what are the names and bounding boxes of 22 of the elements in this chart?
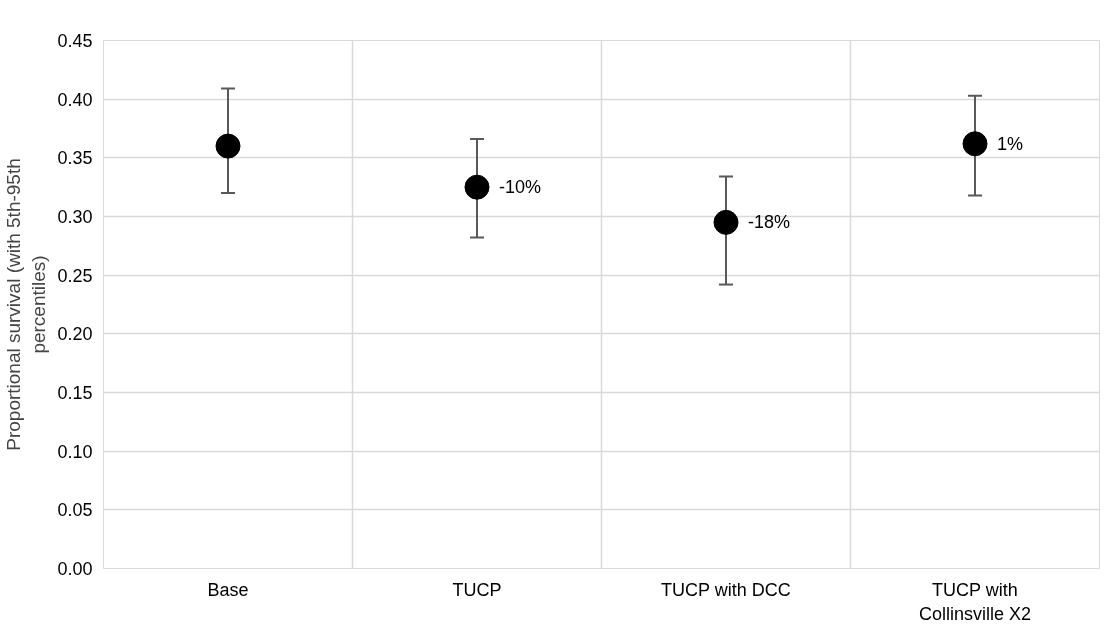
annotation: 1% bbox=[997, 133, 1024, 154]
point bbox=[713, 209, 739, 235]
y-tick-label: 0.30 bbox=[57, 207, 93, 227]
annotation: -10% bbox=[499, 177, 542, 198]
x-tick-label: Base bbox=[207, 579, 249, 600]
y-tick-label: 0.45 bbox=[57, 31, 93, 51]
point bbox=[215, 133, 241, 159]
x-tick-label: TUCP with Collinsville X2 bbox=[918, 579, 1032, 624]
y-tick-label: 0.25 bbox=[57, 265, 93, 286]
point bbox=[962, 131, 988, 157]
point bbox=[464, 174, 490, 200]
y-tick-label: 0.05 bbox=[57, 500, 93, 521]
annotation: -18% bbox=[748, 212, 791, 233]
y-axis-title: Proportional survival (with 5th-95th percentiles) bbox=[3, 158, 50, 451]
y-tick-label: 0.40 bbox=[57, 89, 93, 110]
x-tick-label: TUCP with DCC bbox=[661, 579, 791, 600]
x-tick-label: TUCP bbox=[452, 579, 502, 600]
y-tick-label: 0.20 bbox=[57, 324, 93, 345]
y-tick-label: 0.10 bbox=[57, 441, 93, 462]
y-tick-label: 0.15 bbox=[57, 383, 93, 403]
y-tick-label: 0.35 bbox=[57, 148, 93, 169]
y-tick-label: 0.00 bbox=[57, 559, 93, 579]
